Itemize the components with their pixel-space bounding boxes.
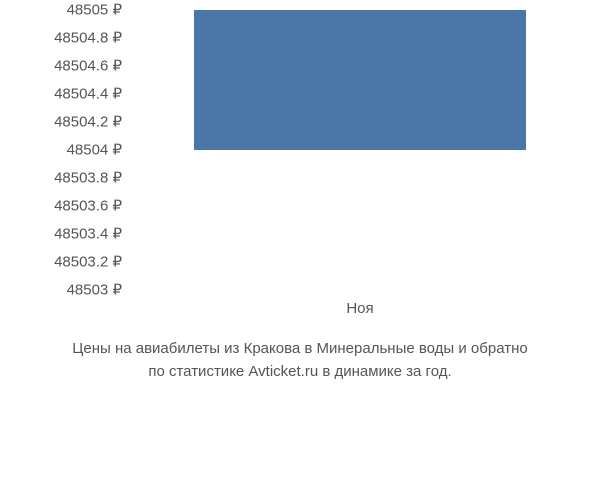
- y-tick-label: 48504.6 ₽: [2, 59, 122, 74]
- y-tick-label: 48504.2 ₽: [2, 115, 122, 130]
- x-tick-label: Ноя: [346, 300, 373, 317]
- y-tick-label: 48503 ₽: [2, 283, 122, 298]
- chart-caption: Цены на авиабилеты из Кракова в Минераль…: [0, 338, 600, 383]
- y-tick-label: 48503.6 ₽: [2, 199, 122, 214]
- bar: [194, 10, 525, 150]
- y-tick-label: 48504 ₽: [2, 143, 122, 158]
- y-tick-label: 48505 ₽: [2, 3, 122, 18]
- y-tick-label: 48503.2 ₽: [2, 255, 122, 270]
- y-tick-label: 48504.8 ₽: [2, 31, 122, 46]
- y-tick-label: 48504.4 ₽: [2, 87, 122, 102]
- price-chart: Цены на авиабилеты из Кракова в Минераль…: [0, 0, 600, 500]
- y-tick-label: 48503.8 ₽: [2, 171, 122, 186]
- y-tick-label: 48503.4 ₽: [2, 227, 122, 242]
